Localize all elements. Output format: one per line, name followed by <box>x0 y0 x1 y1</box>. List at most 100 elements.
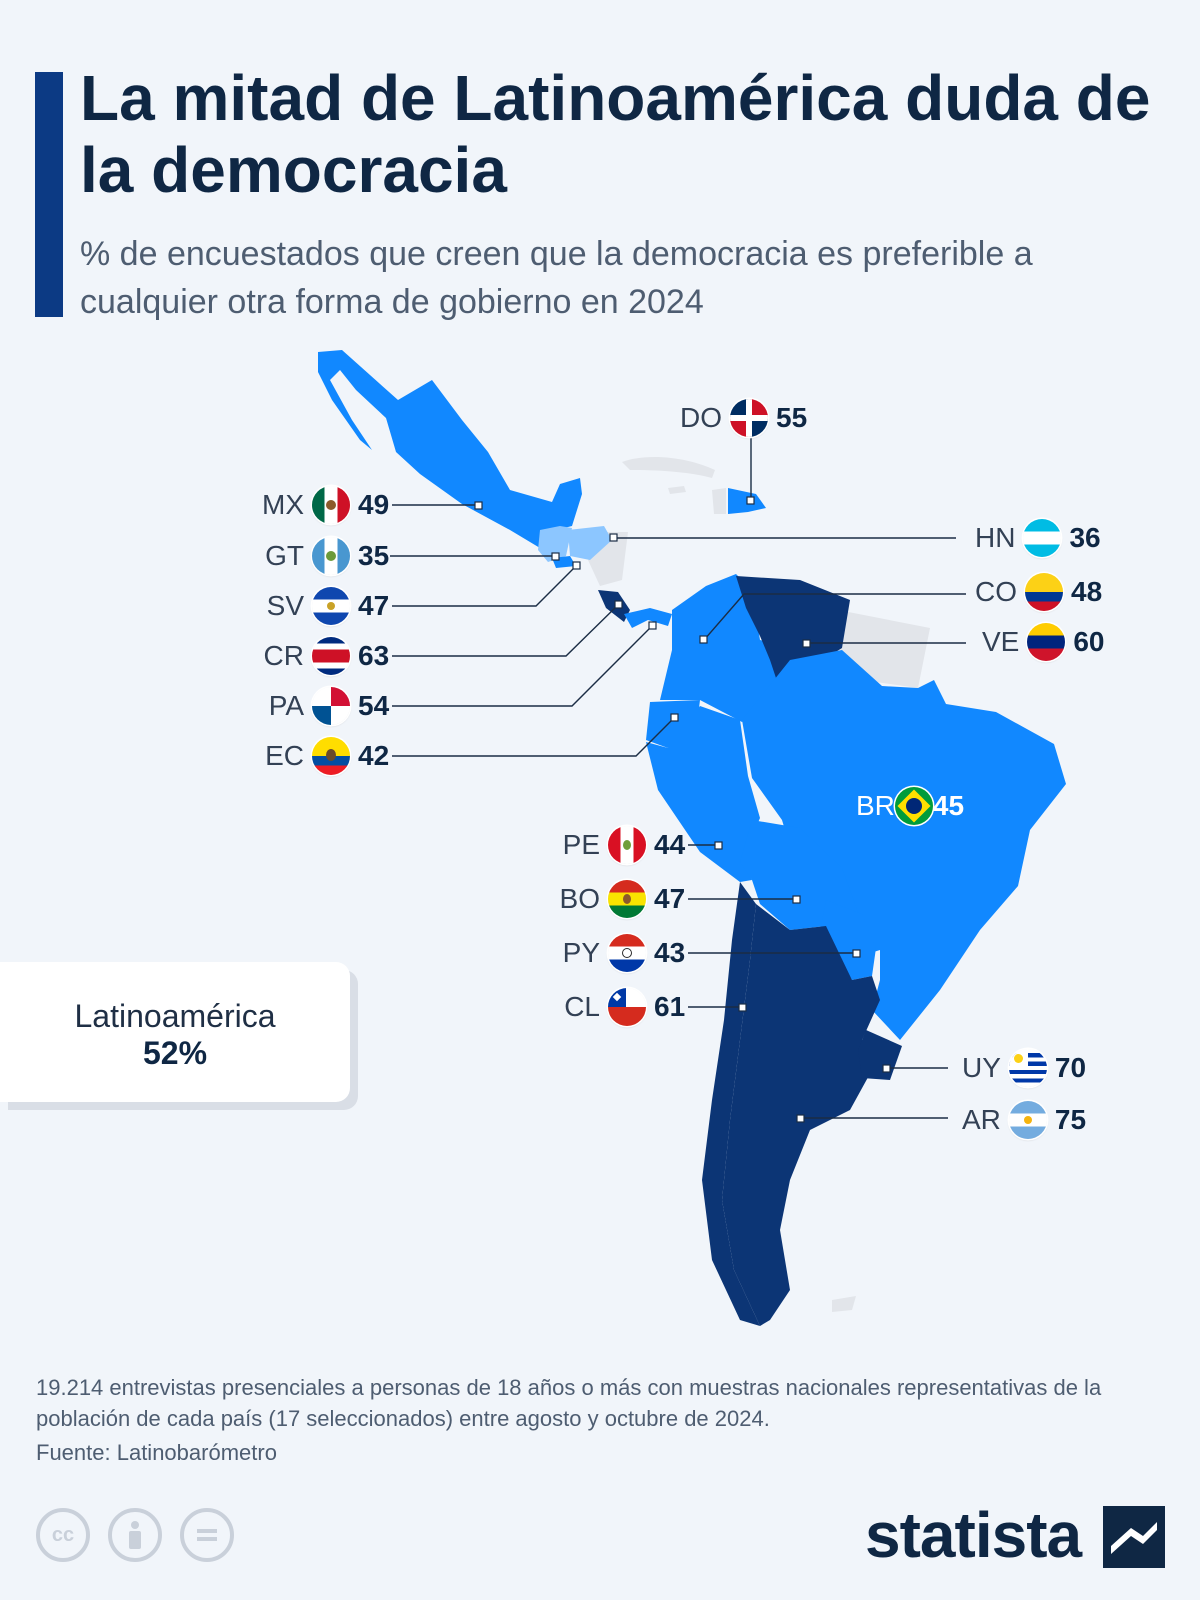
footnote: 19.214 entrevistas presenciales a person… <box>36 1375 1102 1431</box>
flag-costa-rica-icon <box>312 637 350 675</box>
marker-gt <box>551 552 560 561</box>
flag-dominican-republic-icon <box>730 399 768 437</box>
flag-guatemala-icon <box>312 537 350 575</box>
country-code: CO <box>975 576 1017 607</box>
leader-line-sv <box>392 565 577 607</box>
flag-chile-icon <box>608 988 646 1026</box>
flag-colombia-icon <box>1025 573 1063 611</box>
country-code: MX <box>262 489 304 520</box>
country-shape-chile <box>702 882 760 1326</box>
label-dominican-republic: DO 55 <box>680 398 807 438</box>
summary-label: Latinoamérica <box>74 998 276 1034</box>
marker-cr <box>614 600 623 609</box>
country-code: CL <box>564 991 600 1022</box>
country-value: 75 <box>1054 1104 1087 1135</box>
country-code: HN <box>975 522 1016 553</box>
statista-logo[interactable]: statista <box>865 1499 1082 1571</box>
country-code: PY <box>562 937 600 968</box>
marker-uy <box>882 1064 891 1073</box>
country-shape-jamaica <box>668 486 686 494</box>
page-title: La mitad de Latinoamérica duda de la dem… <box>80 62 1151 206</box>
country-shape-uruguay <box>858 1030 902 1080</box>
label-costa-rica: CR 63 <box>258 636 389 676</box>
marker-cl <box>738 1003 747 1012</box>
country-code: AR <box>962 1104 1001 1135</box>
leader-markers <box>474 496 891 1123</box>
leader-line-cr <box>392 604 619 657</box>
label-uruguay: UY 70 <box>962 1048 1086 1088</box>
country-shape-haiti <box>712 488 726 514</box>
country-value: 35 <box>358 540 390 571</box>
country-value: 60 <box>1073 626 1105 657</box>
label-mexico: MX 49 <box>258 485 389 525</box>
country-code: DO <box>680 402 722 433</box>
source-note: Fuente: Latinobarómetro <box>36 1440 277 1465</box>
label-honduras: HN 36 <box>975 518 1101 558</box>
label-el-salvador: SV 47 <box>258 586 389 626</box>
marker-co <box>699 635 708 644</box>
marker-ve <box>802 639 811 648</box>
flag-uruguay-icon <box>1008 1049 1047 1087</box>
country-value: 48 <box>1071 576 1103 607</box>
summary-box: Latinoamérica 52% <box>0 962 350 1102</box>
country-code: EC <box>265 740 304 771</box>
flag-venezuela-icon <box>1027 623 1066 661</box>
label-bolivia: BO 47 <box>556 879 685 919</box>
label-chile: CL 61 <box>562 987 685 1027</box>
statista-logo-mark-icon <box>1103 1506 1165 1568</box>
leader-line-pa <box>392 625 653 707</box>
label-guatemala: GT 35 <box>258 536 389 576</box>
country-value: 49 <box>358 489 390 520</box>
country-shape-venezuela <box>736 576 850 690</box>
label-colombia: CO 48 <box>975 572 1102 612</box>
country-shape-falklands <box>832 1296 856 1312</box>
marker-bo <box>792 895 801 904</box>
country-value: 61 <box>654 991 686 1022</box>
flag-ecuador-icon <box>312 737 350 775</box>
country-shape-peru <box>646 706 760 882</box>
country-value: 42 <box>358 740 390 771</box>
country-shape-mexico <box>318 350 582 548</box>
marker-mx <box>474 501 483 510</box>
marker-pe <box>714 841 723 850</box>
marker-py <box>852 949 861 958</box>
country-value: 44 <box>654 829 686 860</box>
country-value: 36 <box>1069 522 1101 553</box>
summary-value: 52% <box>142 1035 208 1071</box>
country-code: GT <box>265 540 304 571</box>
leader-lines <box>390 438 966 1119</box>
country-code: PA <box>268 690 304 721</box>
country-code: CR <box>263 640 304 671</box>
country-value: 47 <box>654 883 686 914</box>
leader-line-co <box>703 593 966 641</box>
country-code: PE <box>562 829 600 860</box>
country-code: VE <box>982 626 1020 657</box>
country-shape-brazil <box>742 650 1066 1040</box>
marker-sv <box>572 561 581 570</box>
country-code: SV <box>266 590 304 621</box>
marker-do <box>746 496 755 505</box>
country-shape-panama <box>624 608 672 628</box>
marker-ar <box>796 1114 805 1123</box>
country-code: BR <box>856 790 895 821</box>
page-subtitle: % de encuestados que creen que la democr… <box>80 235 1033 321</box>
flag-honduras-icon <box>1023 519 1062 557</box>
flag-bolivia-icon <box>608 880 646 918</box>
country-code: UY <box>962 1052 1001 1083</box>
label-venezuela: VE 60 <box>982 622 1105 662</box>
label-panama: PA 54 <box>258 686 389 726</box>
country-shape-cuba <box>622 456 715 478</box>
leader-line-ec <box>392 717 675 757</box>
marker-ec <box>670 713 679 722</box>
label-paraguay: PY 43 <box>562 933 685 973</box>
country-shape-costa-rica <box>598 590 630 622</box>
label-ecuador: EC 42 <box>258 736 389 776</box>
no-derivatives-icon[interactable] <box>180 1508 234 1562</box>
label-brazil: BR 45 <box>856 786 964 826</box>
attribution-icon[interactable] <box>108 1508 162 1562</box>
marker-pa <box>648 621 657 630</box>
country-code: BO <box>559 883 600 914</box>
flag-panama-icon <box>312 687 350 725</box>
cc-icon[interactable]: cc <box>36 1508 90 1562</box>
